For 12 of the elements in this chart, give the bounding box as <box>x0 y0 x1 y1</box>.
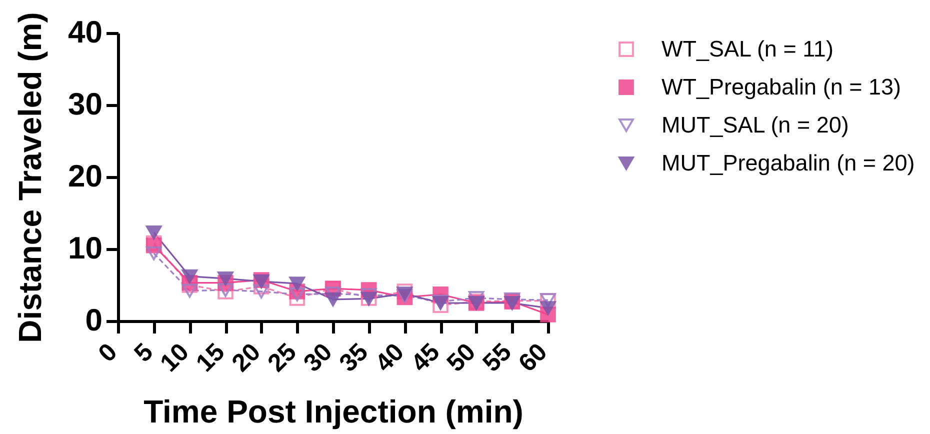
legend-label: MUT_Pregabalin (n = 20) <box>662 150 915 176</box>
y-tick-label: 20 <box>68 158 102 194</box>
x-tick-label: 0 <box>93 338 123 368</box>
y-tick-label: 0 <box>85 302 102 338</box>
legend-label: MUT_SAL (n = 20) <box>662 112 849 138</box>
legend-label: WT_SAL (n = 11) <box>662 36 834 62</box>
y-tick-label: 30 <box>68 86 102 122</box>
legend-label: WT_Pregabalin (n = 13) <box>662 74 901 100</box>
y-tick-label: 10 <box>68 230 102 266</box>
y-tick-label: 40 <box>68 14 102 50</box>
y-axis-title: Distance Traveled (m) <box>12 12 48 343</box>
x-axis-title: Time Post Injection (min) <box>144 394 524 430</box>
